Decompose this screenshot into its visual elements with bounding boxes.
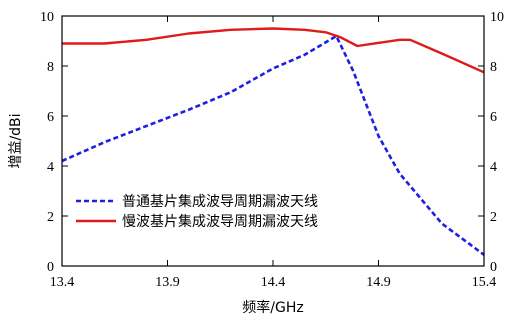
y-tick-label-4: 8	[47, 60, 54, 75]
right-y-tick-label-2: 4	[490, 160, 497, 175]
right-y-tick-label-5: 10	[490, 10, 504, 25]
x-tick-label-2: 14.4	[261, 275, 286, 290]
right-y-tick-label-1: 2	[490, 210, 497, 225]
x-axis-label: 频率/GHz	[242, 299, 303, 316]
legend: 普通基片集成波导周期漏波天线 慢波基片集成波导周期漏波天线	[76, 193, 318, 230]
y-tick-label-0: 0	[47, 260, 54, 275]
legend-label-normal: 普通基片集成波导周期漏波天线	[122, 193, 318, 210]
y-axis-label: 增益/dBi	[8, 113, 24, 168]
right-y-tick-label-0: 0	[490, 260, 497, 275]
series-layer	[61, 27, 485, 256]
legend-label-slow-wave: 慢波基片集成波导周期漏波天线	[122, 213, 318, 230]
y-tick-label-5: 10	[40, 10, 54, 25]
y-tick-label-3: 6	[47, 110, 54, 125]
x-tick-label-1: 13.9	[155, 275, 180, 290]
x-tick-label-4: 15.4	[472, 275, 497, 290]
x-tick-label-3: 14.9	[366, 275, 391, 290]
x-tick-label-0: 13.4	[50, 275, 75, 290]
series-line-0	[61, 34, 485, 256]
right-y-tick-label-3: 6	[490, 110, 497, 125]
right-y-tick-label-4: 8	[490, 60, 497, 75]
y-tick-label-1: 2	[47, 210, 54, 225]
y-tick-label-2: 4	[47, 160, 54, 175]
series-line-1	[62, 27, 485, 74]
